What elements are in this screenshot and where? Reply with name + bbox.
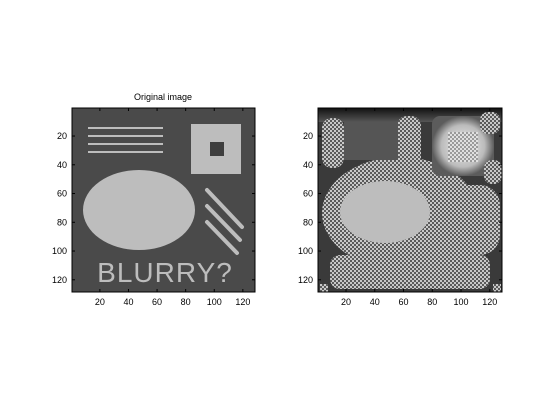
stripe [88, 135, 163, 137]
bars-region [430, 185, 500, 255]
left-x-ticks: 20 40 60 80 100 120 [95, 108, 250, 307]
stripe [88, 127, 163, 129]
x-tick-label: 100 [207, 297, 222, 307]
x-tick-label: 60 [399, 297, 409, 307]
blob [480, 112, 500, 134]
x-tick-label: 120 [482, 297, 497, 307]
right-image [318, 108, 502, 292]
y-tick-label: 120 [298, 275, 313, 285]
blurry-text: BLURRY? [97, 257, 233, 288]
left-axes-frame [71, 107, 256, 293]
corner-speck [320, 284, 328, 292]
x-tick-label: 20 [95, 297, 105, 307]
x-tick-label: 40 [370, 297, 380, 307]
y-tick-label: 20 [57, 131, 67, 141]
left-axes: Original image BLURRY? 20 40 60 80 100 120 20… [52, 92, 256, 307]
x-tick-label: 60 [152, 297, 162, 307]
x-tick-label: 20 [341, 297, 351, 307]
y-tick-label: 60 [303, 189, 313, 199]
y-tick-label: 100 [52, 246, 67, 256]
x-tick-label: 80 [427, 297, 437, 307]
left-image: BLURRY? [72, 108, 255, 292]
left-axes-title: Original image [134, 92, 192, 102]
corner-speck [493, 284, 501, 292]
glow-square-inner [448, 132, 478, 162]
x-tick-label: 120 [235, 297, 250, 307]
text-region [330, 255, 490, 289]
y-tick-label: 40 [303, 160, 313, 170]
right-x-ticks: 20 40 60 80 100 120 [341, 108, 497, 307]
x-tick-label: 80 [181, 297, 191, 307]
stripe [88, 151, 163, 153]
right-y-ticks: 20 40 60 80 100 120 [298, 131, 502, 285]
y-tick-label: 100 [298, 246, 313, 256]
ellipse [340, 181, 430, 243]
blob [322, 118, 344, 168]
right-axes-frame [317, 107, 503, 293]
y-tick-label: 120 [52, 275, 67, 285]
y-tick-label: 40 [57, 160, 67, 170]
diagonal-bar [205, 204, 242, 242]
x-tick-label: 40 [123, 297, 133, 307]
y-tick-label: 80 [57, 217, 67, 227]
left-y-ticks: 20 40 60 80 100 120 [52, 131, 255, 285]
y-tick-label: 60 [57, 189, 67, 199]
diagonal-bar [205, 188, 244, 229]
x-tick-label: 100 [454, 297, 469, 307]
stripe [88, 143, 163, 145]
blob [397, 116, 421, 168]
diagonal-bar [205, 220, 239, 255]
y-tick-label: 80 [303, 217, 313, 227]
ellipse [83, 170, 195, 250]
right-axes: 20 40 60 80 100 120 20 40 60 80 100 120 [298, 107, 503, 307]
inner-square [210, 142, 224, 156]
stripe-region [344, 122, 398, 160]
y-tick-label: 20 [303, 131, 313, 141]
blob [484, 160, 502, 184]
